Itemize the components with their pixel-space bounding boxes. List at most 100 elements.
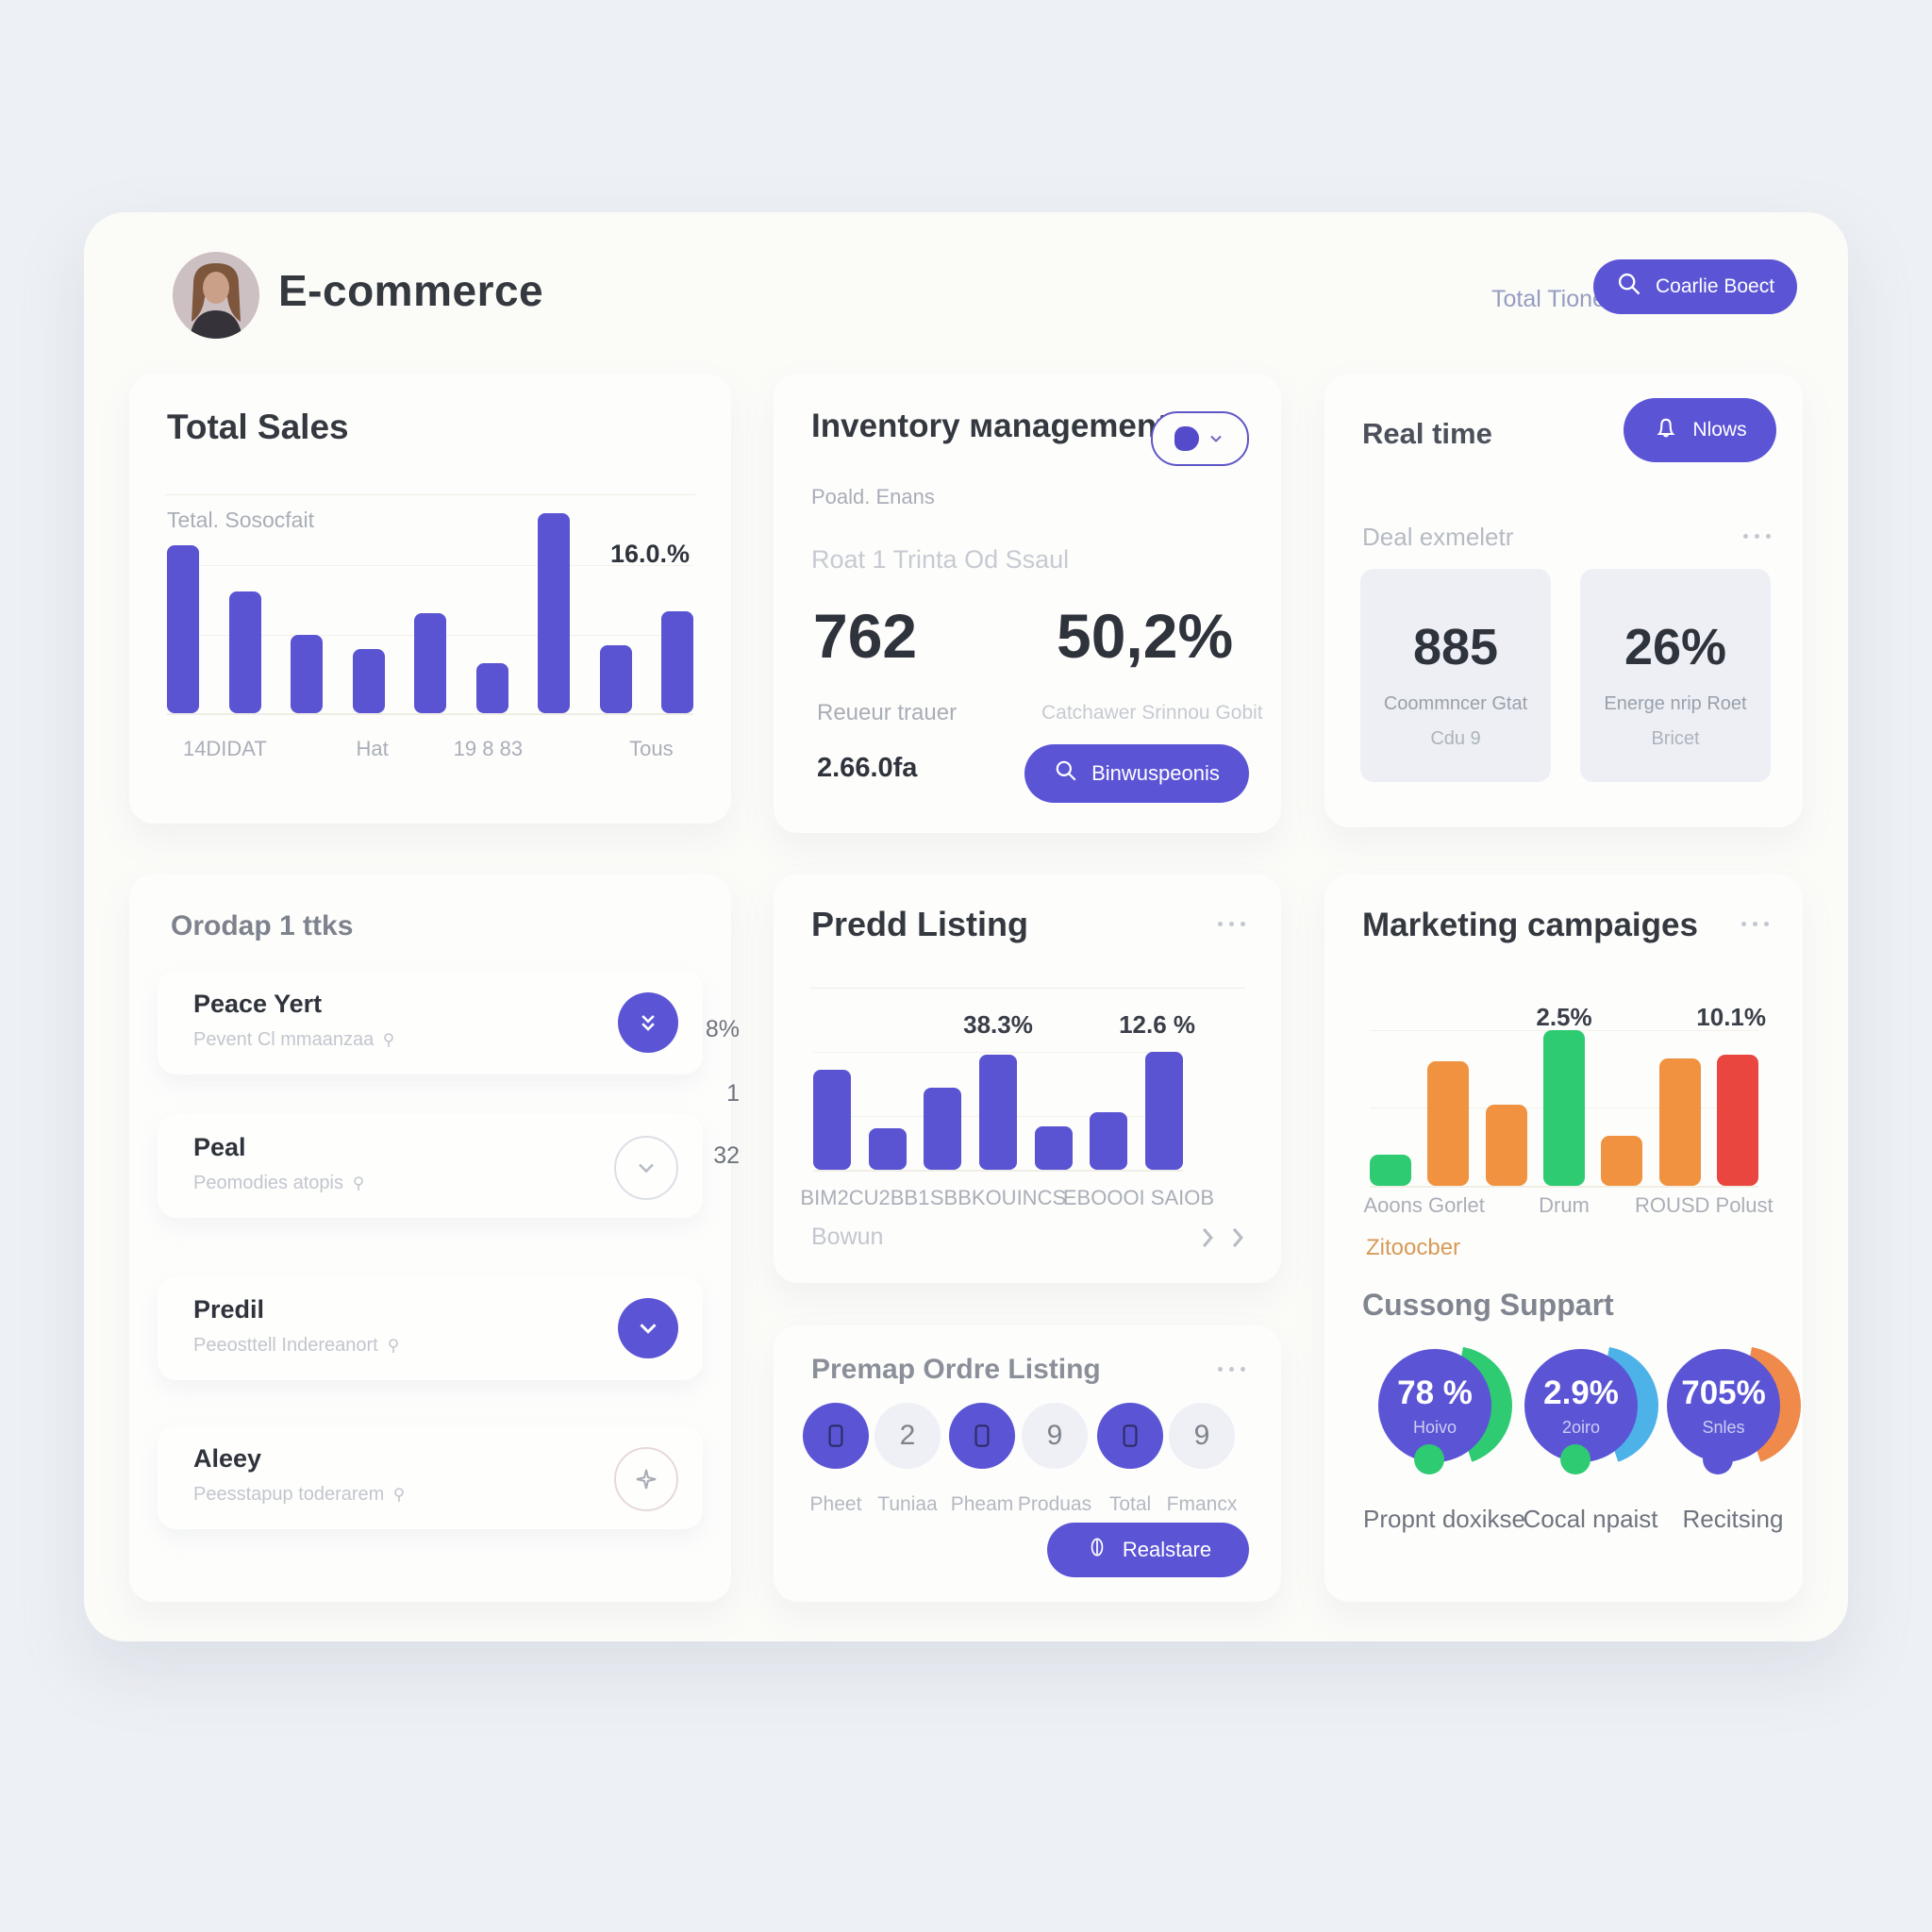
count-badge[interactable]: 9 [1022, 1403, 1088, 1469]
sales-series-label: Tetal. Sosocfait [167, 508, 314, 532]
x-axis-label: Tous [629, 737, 674, 760]
donut-core: 2.9% 2oiro [1524, 1349, 1638, 1462]
right-axis-label: 32 [713, 1142, 740, 1169]
more-menu-icon[interactable] [1743, 534, 1771, 539]
list-item[interactable]: Aleey Peesstapup toderarem [158, 1425, 703, 1529]
bar [228, 591, 261, 713]
orders-card: Orodap 1 ttks Peace Yert Pevent Cl mmaan… [129, 874, 731, 1602]
x-axis-label: Hat [356, 737, 389, 760]
chevron-down-icon [640, 1324, 657, 1334]
gridline [813, 1052, 1183, 1053]
time-label: Total Tione [1491, 286, 1606, 312]
premap-step: Total [1097, 1403, 1163, 1515]
divider [809, 988, 1245, 989]
inventory-card: Inventory мanagement Poald. Enans Roat 1… [774, 374, 1281, 833]
real-time-stat-box: 26% Energe nrip Roet Bricet [1580, 569, 1771, 782]
list-item[interactable]: Peal Peomodies atopis [158, 1114, 703, 1218]
real-time-title: Real time [1362, 417, 1492, 450]
expand-button[interactable] [618, 992, 678, 1053]
inventory-stat-percent: 50,2% [1057, 601, 1234, 671]
inventory-filter-dropdown[interactable] [1151, 411, 1249, 466]
donut-stat: 705% Snles Recitsing [1667, 1346, 1801, 1563]
more-menu-icon[interactable] [1218, 922, 1245, 926]
action-button[interactable] [614, 1447, 678, 1511]
notifications-button[interactable]: Nlows [1624, 398, 1776, 462]
donut-stat: 78 % Hoivo Propnt doxikse [1363, 1346, 1525, 1563]
list-item[interactable]: Peace Yert Pevent Cl mmaanzaa [158, 971, 703, 1074]
stat-sublabel: Bricet [1651, 728, 1700, 749]
dashboard-container: E-commerce Total Tione Coarlie Boect Tot… [84, 212, 1848, 1641]
inventory-subtitle: Poald. Enans [811, 485, 935, 508]
premap-title: Premap Ordre Listing [811, 1354, 1101, 1385]
order-item-title: Predil [193, 1295, 265, 1324]
pagination-next-icon[interactable] [1198, 1225, 1247, 1250]
count-badge[interactable]: 2 [874, 1403, 941, 1469]
right-axis-label: 1 [726, 1080, 740, 1107]
premap-step-label: Fmancx [1166, 1493, 1238, 1515]
bar [868, 1128, 907, 1170]
order-item-title: Aleey [193, 1444, 262, 1473]
expand-button[interactable] [614, 1136, 678, 1200]
premap-step: 9 Produas [1018, 1403, 1091, 1515]
list-item[interactable]: Predil Peeosttell Indereanort [158, 1276, 703, 1380]
bar-annotation: 10.1% [1696, 1003, 1767, 1031]
bar [978, 1054, 1017, 1170]
right-axis-label: 8% [705, 1016, 740, 1042]
divider [165, 494, 695, 495]
predd-bars [813, 1052, 1183, 1170]
order-item-subtitle: Peesstapup toderarem [193, 1484, 385, 1505]
stat-value: 26% [1624, 619, 1727, 675]
marketing-annotations: 2.5% 10.1% [1370, 1003, 1766, 1031]
register-button[interactable]: Realstare [1047, 1523, 1249, 1577]
count-badge[interactable]: 9 [1169, 1403, 1235, 1469]
donut-dot [1560, 1444, 1591, 1474]
real-time-row-label: Deal exmeletr [1362, 523, 1514, 551]
bar-annotation: 2.5% [1536, 1003, 1592, 1031]
order-item-title: Peace Yert [193, 990, 323, 1018]
count-value: 9 [1193, 1420, 1210, 1451]
x-axis-label: 19 8 83 [453, 737, 524, 760]
premap-step-label: Pheet [809, 1493, 862, 1515]
document-icon[interactable] [949, 1403, 1015, 1469]
real-time-stat-box: 885 Coommncer Gtat Cdu 9 [1360, 569, 1551, 782]
more-menu-icon[interactable] [1218, 1367, 1245, 1372]
bar [813, 1069, 851, 1170]
bar [1542, 1030, 1585, 1186]
stat-label: Energe nrip Roet [1604, 693, 1747, 714]
stat-value: 885 [1412, 619, 1499, 675]
search-icon [1054, 758, 1078, 789]
bar [924, 1087, 962, 1170]
bar [1427, 1061, 1470, 1186]
global-search-button[interactable]: Coarlie Boect [1593, 259, 1797, 314]
premap-step: 2 Tuniaa [874, 1403, 941, 1515]
order-item-subtitle: Pevent Cl mmaanzaa [193, 1029, 375, 1050]
premap-step-label: Produas [1017, 1493, 1092, 1515]
donut-label: Propnt doxikse [1363, 1505, 1525, 1533]
predd-listing-card: Predd Listing 38.3% 12.6 % 8% 1 32 BIM2CU2B… [706, 874, 1281, 1283]
premap-step: Pheet [803, 1403, 869, 1515]
register-button-label: Realstare [1122, 1538, 1212, 1561]
notifications-button-label: Nlows [1692, 419, 1747, 441]
leaf-icon [1085, 1535, 1109, 1565]
document-icon[interactable] [803, 1403, 869, 1469]
expand-button[interactable] [618, 1298, 678, 1358]
order-item-subtitle: Peeosttell Indereanort [193, 1335, 378, 1356]
bar [661, 610, 693, 713]
avatar[interactable] [173, 252, 259, 339]
document-icon[interactable] [1097, 1403, 1163, 1469]
stat-label: Coommncer Gtat [1383, 693, 1528, 714]
more-menu-icon[interactable] [1741, 922, 1769, 926]
bar [1485, 1105, 1527, 1186]
real-time-card: Real time Nlows Deal exmeletr 885 Coommn… [1324, 374, 1803, 827]
sales-x-axis-labels: 14DIDAT Hat 19 8 83 Tous [167, 737, 693, 765]
marketing-card: Marketing campaiges 2.5% 10.1% Aoons Gorl… [1324, 874, 1803, 1602]
inventory-search-button[interactable]: Binwuspeonis [1024, 744, 1249, 803]
predd-bar-chart [813, 1052, 1183, 1172]
order-item-subtitle: Peomodies atopis [193, 1173, 343, 1193]
marketing-x-axis-labels: Aoons Gorlet Drum ROUSD Polust [1363, 1193, 1773, 1222]
predd-title: Predd Listing [811, 905, 1029, 943]
total-sales-bar-chart [167, 513, 693, 715]
x-axis-label: 14DIDAT [182, 737, 267, 760]
search-button-label: Coarlie Boect [1655, 275, 1775, 297]
premap-step-label: Pheam [950, 1493, 1014, 1515]
